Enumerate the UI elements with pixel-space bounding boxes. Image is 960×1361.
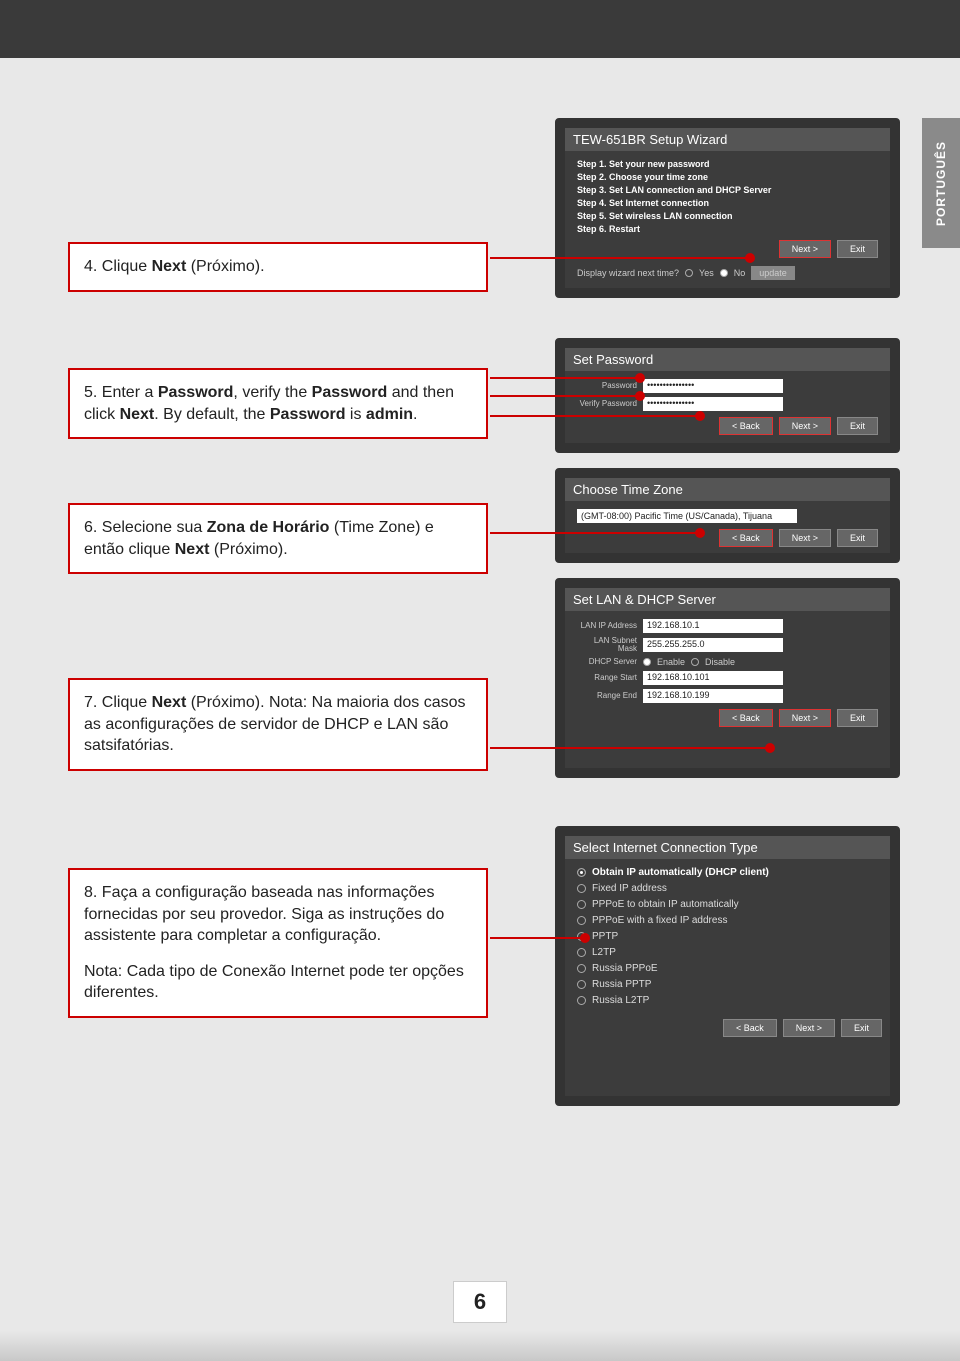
text-bold: Next: [152, 258, 187, 275]
range-end-input[interactable]: 192.168.10.199: [643, 689, 783, 703]
instruction-step-5: 5. Enter a Password, verify the Password…: [68, 368, 488, 439]
radio-label: L2TP: [592, 947, 616, 958]
radio-icon: [577, 900, 586, 909]
range-start-input[interactable]: 192.168.10.101: [643, 671, 783, 685]
radio-option[interactable]: Russia PPTP: [577, 979, 878, 990]
exit-button[interactable]: Exit: [837, 529, 878, 547]
page-content: 4. Clique Next (Próximo). 5. Enter a Pas…: [0, 58, 960, 1361]
text: (Próximo).: [186, 258, 264, 275]
text: 4. Clique: [84, 258, 152, 275]
radio-label: Russia PPTP: [592, 979, 651, 990]
radio-no[interactable]: [720, 269, 728, 277]
radio-option[interactable]: Russia PPPoE: [577, 963, 878, 974]
next-button[interactable]: Next >: [779, 417, 831, 435]
panel-title: Select Internet Connection Type: [565, 836, 890, 859]
timezone-select[interactable]: (GMT-08:00) Pacific Time (US/Canada), Ti…: [577, 509, 797, 523]
radio-label: PPTP: [592, 931, 618, 942]
radio-option[interactable]: Obtain IP automatically (DHCP client): [577, 867, 878, 878]
radio-label: Russia PPPoE: [592, 963, 658, 974]
radio-icon: [577, 932, 586, 941]
panel-title: Set LAN & DHCP Server: [565, 588, 890, 611]
radio-enable[interactable]: [643, 658, 651, 666]
radio-icon: [577, 996, 586, 1005]
label: Verify Password: [577, 400, 637, 408]
exit-button[interactable]: Exit: [837, 240, 878, 258]
exit-button[interactable]: Exit: [837, 417, 878, 435]
radio-icon: [577, 964, 586, 973]
list-item: Step 4. Set Internet connection: [577, 198, 878, 208]
page-number: 6: [453, 1281, 507, 1323]
instruction-step-8: 8. Faça a configuração baseada nas infor…: [68, 868, 488, 1018]
radio-option[interactable]: L2TP: [577, 947, 878, 958]
radio-option[interactable]: Fixed IP address: [577, 883, 878, 894]
instruction-step-6: 6. Selecione sua Zona de Horário (Time Z…: [68, 503, 488, 574]
radio-option[interactable]: Russia L2TP: [577, 995, 878, 1006]
label: Password: [577, 382, 637, 390]
list-item: Step 2. Choose your time zone: [577, 172, 878, 182]
radio-label: Russia L2TP: [592, 995, 649, 1006]
radio-label: PPPoE with a fixed IP address: [592, 915, 727, 926]
radio-icon: [577, 948, 586, 957]
radio-disable[interactable]: [691, 658, 699, 666]
text: 8. Faça a configuração baseada nas infor…: [84, 882, 472, 947]
top-bar: [0, 0, 960, 58]
screenshot-timezone: Choose Time Zone (GMT-08:00) Pacific Tim…: [555, 468, 900, 563]
text: 5. Enter a: [84, 384, 158, 401]
next-button[interactable]: Next >: [779, 709, 831, 727]
list-item: Step 5. Set wireless LAN connection: [577, 211, 878, 221]
exit-button[interactable]: Exit: [841, 1019, 882, 1037]
panel-title: Choose Time Zone: [565, 478, 890, 501]
radio-label: Obtain IP automatically (DHCP client): [592, 867, 769, 878]
panel-title: Set Password: [565, 348, 890, 371]
radio-icon: [577, 980, 586, 989]
back-button[interactable]: < Back: [719, 709, 773, 727]
radio-option[interactable]: PPPoE to obtain IP automatically: [577, 899, 878, 910]
radio-icon: [577, 868, 586, 877]
radio-option[interactable]: PPPoE with a fixed IP address: [577, 915, 878, 926]
radio-icon: [577, 916, 586, 925]
back-button[interactable]: < Back: [719, 529, 773, 547]
verify-password-input[interactable]: •••••••••••••••: [643, 397, 783, 411]
password-input[interactable]: •••••••••••••••: [643, 379, 783, 393]
instruction-step-7: 7. Clique Next (Próximo). Nota: Na maior…: [68, 678, 488, 771]
label: Display wizard next time?: [577, 268, 679, 278]
screenshot-wizard-steps: TEW-651BR Setup Wizard Step 1. Set your …: [555, 118, 900, 298]
subnet-mask-input[interactable]: 255.255.255.0: [643, 638, 783, 652]
radio-yes[interactable]: [685, 269, 693, 277]
text-note: Nota: Cada tipo de Conexão Internet pode…: [84, 961, 472, 1004]
radio-icon: [577, 884, 586, 893]
screenshot-connection-type: Select Internet Connection Type Obtain I…: [555, 826, 900, 1106]
list-item: Step 1. Set your new password: [577, 159, 878, 169]
update-button[interactable]: update: [751, 266, 795, 280]
radio-label: Fixed IP address: [592, 883, 667, 894]
next-button[interactable]: Next >: [779, 240, 831, 258]
list-item: Step 3. Set LAN connection and DHCP Serv…: [577, 185, 878, 195]
back-button[interactable]: < Back: [719, 417, 773, 435]
lan-ip-input[interactable]: 192.168.10.1: [643, 619, 783, 633]
screenshot-set-password: Set Password Password ••••••••••••••• Ver…: [555, 338, 900, 453]
instruction-step-4: 4. Clique Next (Próximo).: [68, 242, 488, 292]
back-button[interactable]: < Back: [723, 1019, 777, 1037]
next-button[interactable]: Next >: [783, 1019, 835, 1037]
exit-button[interactable]: Exit: [837, 709, 878, 727]
next-button[interactable]: Next >: [779, 529, 831, 547]
screenshot-lan-dhcp: Set LAN & DHCP Server LAN IP Address192.…: [555, 578, 900, 778]
list-item: Step 6. Restart: [577, 224, 878, 234]
radio-label: PPPoE to obtain IP automatically: [592, 899, 739, 910]
radio-option[interactable]: PPTP: [577, 931, 878, 942]
panel-title: TEW-651BR Setup Wizard: [565, 128, 890, 151]
